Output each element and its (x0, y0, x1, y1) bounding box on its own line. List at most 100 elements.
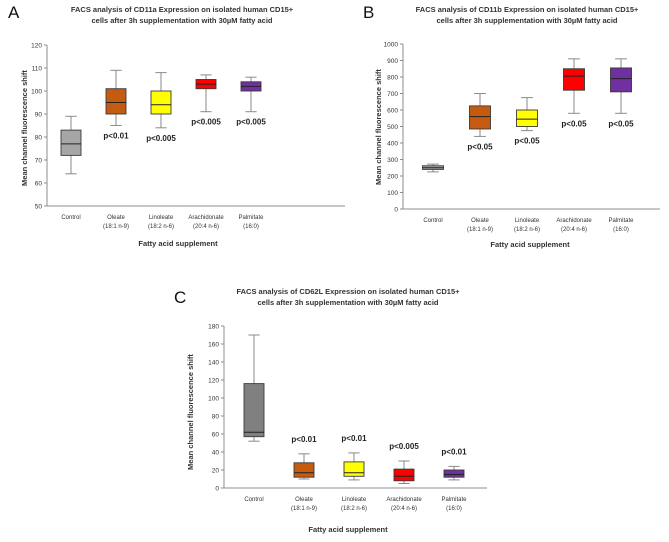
chart-c-category-sublabel-2: (18:1 n-9) (291, 506, 317, 512)
chart-b-p-value-3: p<0.05 (514, 137, 540, 146)
chart-b-category-label-2: Oleate (471, 218, 489, 224)
chart-c-category-label-5: Palmitate (441, 497, 467, 503)
chart-b-p-value-2: p<0.05 (467, 142, 493, 151)
chart-b-plot: 0 100 200 300 400 500 600 700 800 900 1000 Control O… (384, 41, 660, 233)
chart-b-category-label-1: Control (423, 218, 442, 224)
chart-c-y-tick-label-80: 80 (212, 413, 220, 420)
chart-c-y-tick-label-40: 40 (212, 449, 220, 456)
chart-b-box-5 (610, 67, 632, 93)
chart-c-box-3 (343, 461, 365, 477)
chart-c-y-tick-label-60: 60 (212, 431, 220, 438)
chart-a-category-sublabel-5: (16:0) (243, 224, 259, 230)
chart-a-p-value-5: p<0.005 (236, 118, 266, 127)
chart-b-y-axis-label: Mean channel fluorescence shift (374, 69, 383, 185)
panel-letter-b: B (363, 3, 374, 22)
chart-a-title-line-1: FACS analysis of CD11a Expression on iso… (71, 5, 294, 14)
chart-b-category-sublabel-5: (16:0) (613, 227, 629, 233)
panel-c: C FACS analysis of CD62L Expression on i… (174, 287, 487, 534)
chart-b-x-axis-label: Fatty acid supplement (490, 240, 570, 249)
chart-c-box-2 (293, 462, 315, 478)
chart-c-y-tick-label-100: 100 (208, 395, 219, 402)
panel-letter-a: A (8, 3, 20, 22)
chart-a-y-tick-label-70: 70 (35, 157, 43, 164)
chart-b-box-3 (516, 109, 538, 127)
chart-b-y-tick-label-100: 100 (387, 190, 398, 197)
chart-b-y-tick-label-0: 0 (394, 206, 398, 213)
chart-a-y-tick-label-110: 110 (32, 65, 43, 72)
chart-a-plot: 50 60 70 80 90 100 110 120 Control Oleate (18:1 n-… (31, 42, 345, 230)
chart-c-category-label-1: Control (244, 497, 263, 503)
chart-b-y-tick-label-500: 500 (387, 124, 398, 131)
chart-b-p-value-4: p<0.05 (561, 119, 587, 128)
chart-c-box-4 (393, 468, 415, 482)
chart-c-title-line-2: cells after 3h supplementation with 30µM… (257, 298, 438, 307)
chart-b-category-sublabel-2: (18:1 n-9) (467, 227, 493, 233)
chart-b-y-tick-label-200: 200 (387, 173, 398, 180)
chart-a-category-label-3: Linoleate (149, 215, 174, 221)
chart-c-y-axis-label: Mean channel fluorescence shift (186, 354, 195, 470)
chart-c-category-sublabel-3: (18:2 n-6) (341, 506, 367, 512)
chart-c-y-tick-label-0: 0 (215, 485, 219, 492)
chart-c-category-label-3: Linoleate (342, 497, 367, 503)
chart-c-p-value-2: p<0.01 (291, 435, 317, 444)
chart-b-category-sublabel-4: (20:4 n-6) (561, 227, 587, 233)
chart-a-p-value-2: p<0.01 (103, 132, 129, 141)
chart-a-category-sublabel-3: (18:2 n-6) (148, 224, 174, 230)
chart-c-y-tick-label-180: 180 (208, 323, 219, 330)
panel-letter-c: C (174, 288, 186, 307)
chart-c-y-tick-label-20: 20 (212, 467, 220, 474)
chart-c-category-sublabel-4: (20:4 n-6) (391, 506, 417, 512)
chart-c-p-value-4: p<0.005 (389, 442, 419, 451)
chart-a-category-label-5: Palmitate (238, 215, 264, 221)
chart-b-y-tick-label-700: 700 (387, 91, 398, 98)
chart-b-category-label-5: Palmitate (608, 218, 634, 224)
chart-a-box-2 (105, 88, 127, 115)
chart-a-p-value-3: p<0.005 (146, 134, 176, 143)
chart-a-x-axis-label: Fatty acid supplement (138, 239, 218, 248)
chart-b-category-label-4: Arachidonate (556, 218, 592, 224)
chart-a-category-label-1: Control (61, 215, 80, 221)
chart-c-box-5 (443, 469, 465, 478)
chart-c-p-value-5: p<0.01 (441, 447, 467, 456)
chart-c-y-tick-label-160: 160 (208, 341, 219, 348)
chart-a-box-1 (60, 129, 82, 156)
chart-b-category-label-3: Linoleate (515, 218, 540, 224)
chart-b-y-tick-label-800: 800 (387, 74, 398, 81)
chart-b-y-tick-label-1000: 1000 (384, 41, 399, 48)
chart-c-p-value-3: p<0.01 (341, 434, 367, 443)
chart-a-y-tick-label-80: 80 (35, 134, 43, 141)
chart-c-plot: 0 20 40 60 80 100 120 140 160 180 Control Oleate (18… (208, 323, 487, 512)
chart-c-y-tick-label-140: 140 (208, 359, 219, 366)
chart-a-y-tick-label-50: 50 (35, 203, 43, 210)
chart-a-p-value-4: p<0.005 (191, 118, 221, 127)
chart-b-y-tick-label-900: 900 (387, 58, 398, 65)
chart-c-category-sublabel-5: (16:0) (446, 506, 462, 512)
chart-b-y-tick-label-300: 300 (387, 157, 398, 164)
chart-c-title-line-1: FACS analysis of CD62L Expression on iso… (236, 287, 460, 296)
chart-a-y-tick-label-100: 100 (31, 88, 42, 95)
chart-a-category-sublabel-4: (20:4 n-6) (193, 224, 219, 230)
chart-b-y-tick-label-600: 600 (387, 107, 398, 114)
chart-a-y-tick-label-120: 120 (31, 42, 42, 49)
chart-b-p-value-5: p<0.05 (608, 119, 634, 128)
chart-c-category-label-4: Arachidonate (386, 497, 422, 503)
chart-b-title-line-1: FACS analysis of CD11b Expression on iso… (416, 5, 639, 14)
chart-a-title-line-2: cells after 3h supplementation with 30µM… (91, 16, 272, 25)
chart-c-box-1 (243, 383, 265, 438)
chart-a-y-tick-label-60: 60 (35, 180, 43, 187)
chart-b-category-sublabel-3: (18:2 n-6) (514, 227, 540, 233)
chart-a-category-label-2: Oleate (107, 215, 125, 221)
chart-a-box-3 (150, 90, 172, 115)
chart-c-y-tick-label-120: 120 (208, 377, 219, 384)
chart-b-title-line-2: cells after 3h supplementation with 30µM… (436, 16, 617, 25)
chart-b-box-2 (469, 105, 491, 130)
chart-c-x-axis-label: Fatty acid supplement (308, 525, 388, 534)
chart-b-box-4 (563, 68, 585, 91)
chart-a-category-label-4: Arachidonate (188, 215, 224, 221)
panel-a: A FACS analysis of CD11a Expression on i… (8, 3, 345, 248)
chart-b-y-tick-label-400: 400 (387, 140, 398, 147)
chart-c-category-label-2: Oleate (295, 497, 313, 503)
chart-a-y-tick-label-90: 90 (35, 111, 43, 118)
chart-a-y-axis-label: Mean channel fluorescence shift (20, 70, 29, 186)
